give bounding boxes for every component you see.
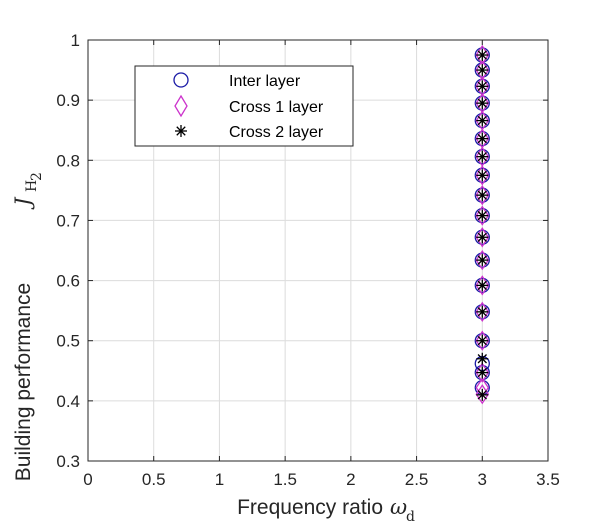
cross-1-layer-point bbox=[475, 227, 490, 248]
cross-2-layer-point bbox=[476, 80, 489, 93]
axis-ticks: 0 0.5 1 1.5 2 2.5 3 3.5 0.3 0.4 0.5 0.6 0.7 0.8 0.9 1 bbox=[56, 31, 559, 489]
cross-2-layer-point bbox=[476, 254, 489, 267]
legend-item-cross-1-layer: Cross 1 layer bbox=[174, 94, 324, 118]
cross-2-layer-point bbox=[476, 49, 489, 62]
y-axis-label-text: Building performance bbox=[12, 283, 35, 481]
x-tick-label: 3 bbox=[478, 470, 487, 489]
y-axis-label: Building performance J H 2 bbox=[11, 172, 45, 481]
inter-layer-point bbox=[474, 167, 490, 183]
legend-item-inter-layer: Inter layer bbox=[173, 72, 301, 90]
cross-1-layer-point bbox=[475, 184, 490, 206]
cross-1-layer-point bbox=[475, 330, 490, 351]
x-tick-label: 1.5 bbox=[273, 470, 297, 489]
x-axis-label-text: Frequency ratio bbox=[237, 496, 383, 519]
cross-2-layer-point bbox=[476, 334, 489, 347]
y-tick-label: 0.3 bbox=[56, 452, 80, 471]
x-tick-label: 2 bbox=[346, 470, 355, 489]
cross-2-layer-point bbox=[476, 64, 489, 77]
cross-1-layer-point bbox=[475, 165, 490, 186]
y-tick-label: 0.9 bbox=[56, 91, 80, 110]
y-tick-label: 0.7 bbox=[56, 211, 80, 230]
y-tick-label: 1 bbox=[71, 31, 80, 50]
inter-layer-point bbox=[474, 130, 490, 147]
x-axis-label-subscript: d bbox=[406, 509, 415, 525]
y-tick-label: 0.4 bbox=[56, 392, 80, 411]
inter-layer-point bbox=[474, 207, 490, 224]
cross-1-layer-point bbox=[475, 44, 490, 66]
cross-1-layer-point bbox=[475, 249, 490, 271]
x-tick-label: 1 bbox=[215, 470, 224, 489]
inter-layer-point bbox=[474, 304, 490, 320]
cross-2-layer-point bbox=[476, 189, 489, 202]
cross-2-layer-point bbox=[476, 388, 489, 401]
inter-layer-point bbox=[474, 252, 490, 268]
cross-2-layer-point bbox=[476, 279, 489, 292]
cross-2-layer-point bbox=[476, 209, 489, 222]
y-axis-label-subscript: H bbox=[24, 180, 40, 192]
y-axis-label-subsubscript: 2 bbox=[29, 172, 45, 181]
cross-2-layer-point bbox=[476, 132, 489, 145]
legend-box bbox=[134, 65, 354, 147]
x-axis-label: Frequency ratio ω d bbox=[237, 495, 415, 525]
cross-2-layer-point bbox=[476, 352, 489, 365]
cross-2-layer-point bbox=[476, 231, 489, 244]
legend-asterisk-marker bbox=[175, 125, 187, 137]
cross-2-layer-point bbox=[476, 169, 489, 182]
cross-2-layer-point bbox=[476, 150, 489, 163]
cross-2-layer-point bbox=[476, 305, 489, 318]
legend-diamond-marker bbox=[174, 94, 188, 118]
inter-layer-point bbox=[474, 277, 490, 294]
cross-2-layer-point bbox=[476, 366, 489, 379]
x-tick-label: 2.5 bbox=[405, 470, 429, 489]
legend-label-cross-1-layer: Cross 1 layer bbox=[229, 99, 324, 116]
inter-layer-point bbox=[474, 333, 490, 349]
legend: Inter layer Cross 1 layer Cross 2 layer bbox=[134, 65, 354, 147]
y-tick-label: 0.8 bbox=[56, 151, 80, 170]
cross-2-layer-point bbox=[476, 114, 489, 127]
legend-item-cross-2-layer: Cross 2 layer bbox=[175, 124, 324, 141]
inter-layer-point bbox=[474, 149, 490, 165]
inter-layer-point bbox=[474, 112, 490, 129]
inter-layer-point bbox=[474, 229, 490, 245]
cross-1-layer-point bbox=[475, 362, 490, 383]
data-points bbox=[474, 44, 490, 405]
inter-layer-point bbox=[474, 187, 490, 203]
cross-1-layer-point bbox=[475, 59, 490, 81]
legend-asterisk-glyph bbox=[175, 125, 187, 137]
plot-area bbox=[87, 39, 549, 462]
x-tick-label: 0.5 bbox=[142, 470, 166, 489]
cross-1-layer-point bbox=[475, 205, 490, 226]
cross-2-layer-point bbox=[476, 97, 489, 110]
y-tick-label: 0.5 bbox=[56, 332, 80, 351]
y-tick-label: 0.6 bbox=[56, 272, 80, 291]
y-axis-label-symbol: J bbox=[11, 196, 35, 210]
cross-1-layer-point bbox=[475, 275, 490, 296]
cross-1-layer-point bbox=[475, 301, 490, 323]
legend-label-inter-layer: Inter layer bbox=[229, 73, 301, 90]
x-tick-label: 0 bbox=[83, 470, 92, 489]
legend-circle-marker bbox=[173, 72, 189, 88]
x-tick-label: 3.5 bbox=[536, 470, 560, 489]
legend-label-cross-2-layer: Cross 2 layer bbox=[229, 124, 324, 141]
x-axis-label-symbol: ω bbox=[390, 495, 407, 519]
